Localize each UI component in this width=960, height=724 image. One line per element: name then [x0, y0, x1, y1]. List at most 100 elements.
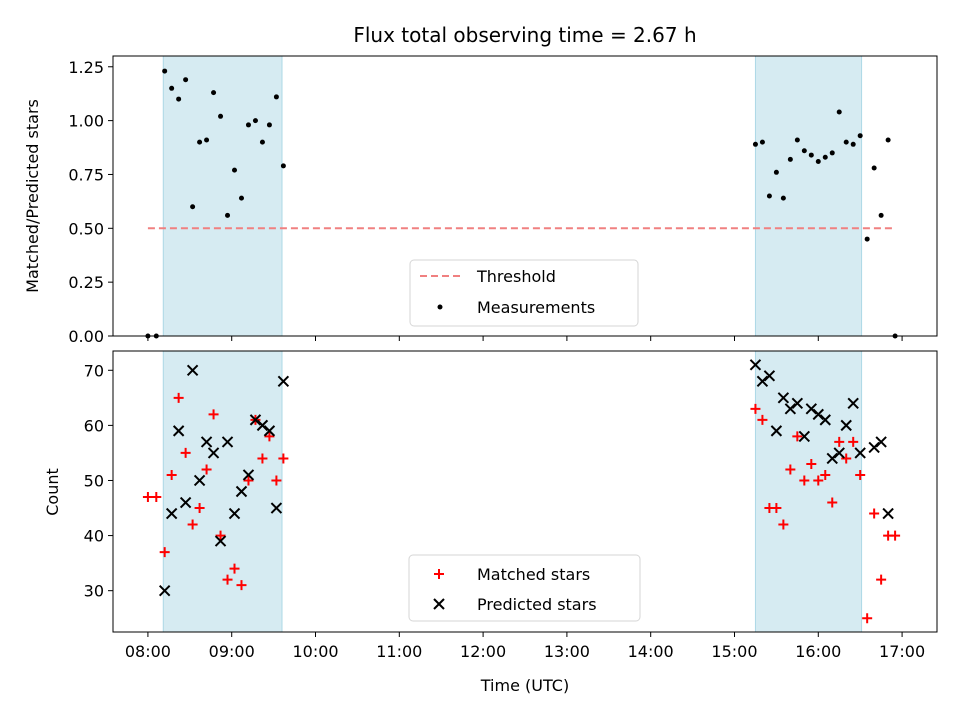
predicted-star-point: [249, 414, 262, 426]
predicted-star-point: [798, 430, 811, 443]
measurement-point: [252, 118, 258, 124]
measurement-point: [232, 167, 238, 173]
matched-star-point: [229, 563, 240, 574]
predicted-star-point: [763, 370, 776, 382]
predicted-star-point: [207, 447, 220, 459]
measurement-point: [266, 122, 272, 128]
predicted-star-point: [749, 359, 762, 371]
top-shaded-interval-1: [162, 55, 283, 337]
predicted-star-point: [875, 436, 887, 448]
matched-star-point: [778, 519, 789, 530]
legend-matched-swatch: [434, 569, 444, 579]
matched-star-point: [785, 464, 796, 475]
measurement-point: [238, 195, 244, 201]
measurement-point: [773, 169, 779, 175]
measurement-point: [190, 204, 196, 210]
top-y-axis-label: Matched/Predicted stars: [23, 99, 42, 293]
top-y-tick-label: 0.50: [68, 219, 104, 238]
predicted-star-point: [812, 408, 824, 421]
measurement-point: [218, 113, 224, 119]
measurement-point: [183, 77, 189, 83]
matched-star-point: [208, 409, 219, 420]
top-shaded-interval-2: [754, 55, 863, 337]
predicted-star-point: [172, 425, 185, 437]
predicted-star-point: [256, 419, 269, 432]
legend-measurements-label: Measurements: [477, 298, 595, 317]
x-tick-label: 16:00: [795, 642, 841, 661]
bottom-y-tick-label: 50: [84, 471, 104, 490]
measurement-point: [864, 236, 870, 242]
top-y-tick-label: 0.75: [68, 165, 104, 184]
bottom-y-tick-label: 60: [84, 416, 104, 435]
legend-measurements-swatch: [437, 304, 443, 310]
matched-star-point: [820, 469, 831, 480]
legend-matched-label: Matched stars: [477, 565, 590, 584]
matched-star-point: [194, 503, 205, 514]
x-tick-label: 09:00: [209, 642, 255, 661]
predicted-star-point: [777, 392, 790, 404]
matched-star-point: [757, 414, 768, 425]
measurement-point: [162, 68, 168, 74]
bottom-y-axis-label: Count: [43, 468, 62, 516]
predicted-star-point: [242, 469, 255, 481]
measurement-point: [245, 122, 251, 128]
top-axis-ticks: 0.00 0.25 0.50 0.75 1.00 1.25: [68, 58, 903, 346]
measurement-point: [280, 163, 286, 169]
matched-star-point: [187, 519, 198, 530]
matched-star-point: [827, 497, 838, 508]
measurement-point: [815, 159, 821, 165]
predicted-star-point: [833, 447, 845, 459]
matched-star-point: [771, 503, 782, 514]
predicted-star-point: [158, 584, 171, 597]
matched-star-point: [278, 453, 289, 464]
legend-predicted-swatch: [433, 598, 445, 610]
bottom-legend: Matched stars Predicted stars: [408, 554, 641, 622]
measurement-point: [829, 150, 835, 156]
measurement-point: [843, 139, 849, 145]
predicted-star-point: [270, 502, 283, 514]
top-plot-background: [162, 55, 863, 337]
bottom-axes-frame: [112, 350, 938, 633]
matched-star-point: [862, 613, 873, 624]
predicted-star-point: [756, 375, 769, 388]
top-plot-marks: [145, 68, 898, 339]
bottom-y-tick-label: 40: [84, 527, 104, 546]
measurement-point: [801, 148, 807, 154]
measurement-point: [787, 156, 793, 162]
predicted-star-point: [179, 496, 192, 509]
matched-star-point: [264, 431, 275, 442]
x-tick-label: 15:00: [711, 642, 757, 661]
predicted-star-point: [200, 436, 213, 448]
matched-star-point: [799, 475, 810, 486]
legend-predicted-label: Predicted stars: [477, 595, 597, 614]
measurement-point: [169, 85, 175, 91]
predicted-star-point: [221, 436, 234, 448]
predicted-star-point: [868, 441, 880, 454]
predicted-star-point: [193, 474, 206, 487]
top-legend: Threshold Measurements: [409, 259, 639, 327]
predicted-star-point: [840, 419, 852, 432]
matched-star-point: [142, 492, 153, 503]
x-tick-label: 17:00: [879, 642, 925, 661]
measurement-point: [176, 96, 182, 102]
matched-star-point: [792, 431, 803, 442]
x-tick-label: 08:00: [125, 642, 171, 661]
x-tick-label: 10:00: [292, 642, 338, 661]
measurement-point: [857, 133, 863, 139]
measurement-point: [273, 94, 279, 100]
predicted-star-point: [791, 397, 804, 410]
matched-star-point: [848, 436, 859, 447]
matched-star-point: [855, 469, 866, 480]
top-legend-box: [409, 259, 639, 327]
bottom-shaded-interval-2: [754, 350, 863, 633]
chart-title: Flux total observing time = 2.67 h: [353, 23, 696, 47]
matched-star-point: [243, 475, 254, 486]
measurement-point: [204, 137, 210, 143]
measurement-point: [850, 141, 856, 147]
top-y-tick-label: 1.25: [68, 58, 104, 77]
matched-star-point: [834, 436, 845, 447]
measurement-point: [794, 137, 800, 143]
matched-star-point: [201, 464, 212, 475]
predicted-star-point: [847, 397, 859, 410]
matched-star-point: [257, 453, 268, 464]
